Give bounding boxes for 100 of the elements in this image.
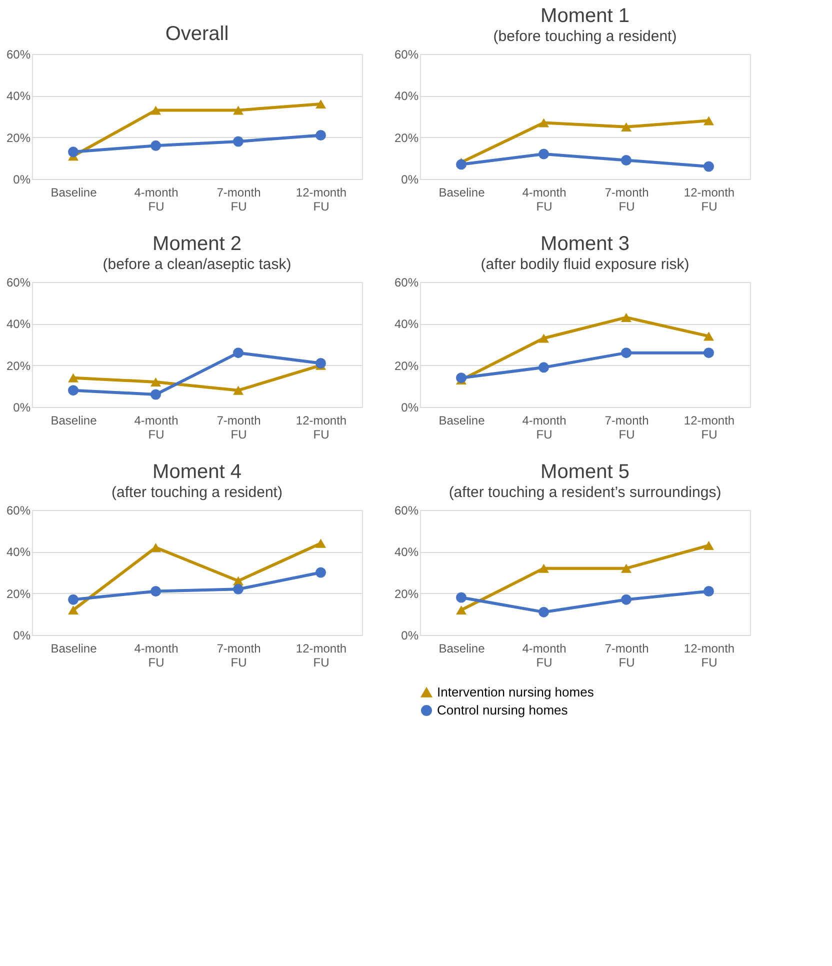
x-tick-label: 12-month FU — [296, 642, 347, 670]
chart-title: Moment 2 — [152, 233, 242, 255]
x-tick-label: Baseline — [438, 186, 486, 200]
y-tick-label: 40% — [6, 317, 31, 332]
point — [704, 116, 714, 126]
chart-subtitle: (before touching a resident) — [493, 28, 677, 45]
point — [538, 564, 549, 573]
x-tick-label: 7-month FU — [604, 642, 649, 670]
y-tick-label: 40% — [394, 317, 419, 332]
point — [68, 146, 78, 158]
point — [538, 148, 549, 160]
y-tick-label: 0% — [13, 628, 31, 642]
x-tick-label: 7-month FU — [216, 186, 261, 214]
chart-subtitle: (after touching a resident) — [112, 484, 282, 501]
point — [233, 348, 244, 358]
x-tick-label: 12-month FU — [684, 186, 735, 214]
x-tick-label: 4-month FU — [134, 186, 178, 214]
chart-title: Overall — [165, 23, 229, 45]
chart-subtitle: (after bodily fluid exposure risk) — [480, 256, 690, 273]
x-tick-label: 4-month FU — [134, 414, 178, 442]
chart-subtitle: (before a clean/aseptic task) — [102, 256, 292, 273]
legend-label: Control nursing homes — [437, 702, 568, 718]
point — [68, 594, 78, 605]
y-tick-label: 60% — [394, 276, 419, 290]
y-tick-label: 40% — [394, 89, 419, 104]
point — [316, 567, 326, 578]
point — [233, 584, 244, 594]
point — [621, 594, 632, 605]
chart-title: Moment 4 — [152, 461, 242, 483]
point — [621, 312, 632, 322]
x-tick-label: 4-month FU — [522, 414, 566, 442]
x-tick-label: Baseline — [50, 186, 98, 200]
y-tick-label: 60% — [6, 504, 31, 518]
point — [621, 564, 632, 573]
point — [150, 106, 161, 115]
point — [456, 159, 466, 170]
x-tick-label: Baseline — [438, 414, 486, 428]
x-tick-label: 12-month FU — [684, 642, 735, 670]
y-tick-label: 40% — [6, 89, 31, 104]
point — [704, 348, 714, 358]
point — [704, 161, 714, 172]
x-tick-label: 7-month FU — [216, 414, 261, 442]
y-tick-label: 60% — [6, 276, 31, 290]
point — [150, 586, 161, 596]
y-tick-label: 20% — [394, 358, 419, 373]
point — [316, 130, 326, 140]
x-tick-label: 4-month FU — [522, 642, 566, 670]
chart-title: Moment 5 — [540, 461, 630, 483]
legend-label: Intervention nursing homes — [437, 684, 594, 700]
point — [150, 377, 161, 387]
x-tick-label: Baseline — [50, 642, 98, 656]
x-tick-label: 4-month FU — [134, 642, 178, 670]
point — [704, 586, 714, 596]
y-tick-label: 20% — [6, 586, 31, 601]
point — [233, 386, 244, 395]
x-tick-label: Baseline — [50, 414, 98, 428]
x-tick-label: 4-month FU — [522, 186, 566, 214]
y-tick-label: 0% — [401, 628, 419, 642]
x-tick-label: 7-month FU — [604, 414, 649, 442]
point — [150, 389, 161, 400]
point — [621, 348, 632, 358]
point — [538, 118, 549, 128]
point — [538, 362, 549, 373]
y-tick-label: 60% — [394, 48, 419, 62]
point — [456, 592, 466, 603]
x-tick-label: 7-month FU — [216, 642, 261, 670]
point — [316, 358, 326, 368]
y-tick-label: 60% — [6, 48, 31, 62]
point — [621, 122, 632, 132]
x-tick-label: 12-month FU — [296, 186, 347, 214]
y-tick-label: 0% — [401, 400, 419, 414]
point — [68, 373, 78, 382]
x-tick-label: Baseline — [438, 642, 486, 656]
y-tick-label: 0% — [13, 400, 31, 414]
x-tick-label: 12-month FU — [684, 414, 735, 442]
point — [316, 99, 326, 109]
x-tick-label: 7-month FU — [604, 186, 649, 214]
point — [150, 140, 161, 151]
point — [68, 385, 78, 396]
chart-subtitle: (after touching a resident’s surroundings) — [448, 484, 722, 501]
point — [233, 136, 244, 147]
point — [68, 605, 78, 615]
point — [316, 538, 326, 548]
point — [621, 155, 632, 166]
point — [704, 332, 714, 341]
chart-title: Moment 3 — [540, 233, 630, 255]
y-tick-label: 0% — [401, 172, 419, 186]
point — [538, 606, 549, 618]
y-tick-label: 20% — [6, 358, 31, 373]
point — [704, 540, 714, 550]
point — [456, 605, 466, 615]
y-tick-label: 60% — [394, 504, 419, 518]
y-tick-label: 40% — [394, 545, 419, 560]
y-tick-label: 40% — [6, 545, 31, 560]
x-tick-label: 12-month FU — [296, 414, 347, 442]
point — [456, 372, 466, 384]
point — [150, 542, 161, 552]
point — [538, 334, 549, 343]
y-tick-label: 20% — [394, 130, 419, 145]
y-tick-label: 0% — [13, 172, 31, 186]
